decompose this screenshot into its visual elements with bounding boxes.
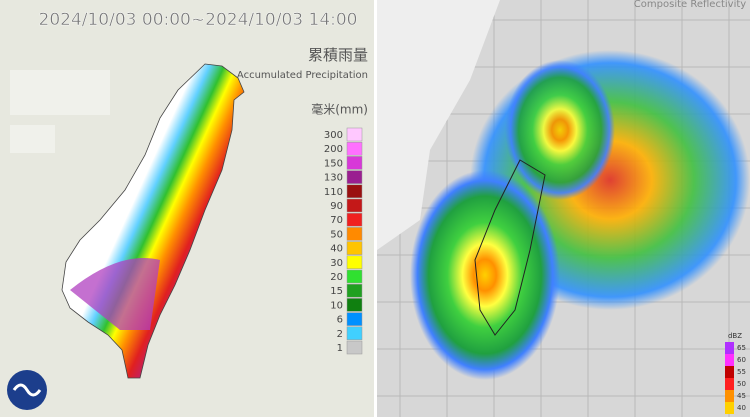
radar-echo (505, 60, 615, 200)
legend-label: 55 (737, 368, 746, 376)
island-inset (10, 70, 110, 115)
legend-swatch (346, 141, 363, 156)
radar-unit: dBZ (728, 332, 742, 340)
legend-label: 130 (324, 173, 343, 184)
mainland (377, 0, 500, 250)
legend-label: 1 (337, 343, 343, 354)
legend-label: 2 (337, 329, 343, 340)
legend-swatch (725, 354, 734, 366)
legend-swatch (346, 227, 363, 241)
legend-swatch (346, 283, 363, 298)
divider (374, 0, 377, 417)
legend-swatch (346, 269, 363, 284)
legend-swatch (346, 170, 363, 184)
legend-label: 300 (324, 130, 343, 141)
legend-swatch (346, 298, 363, 312)
legend-label: 50 (737, 380, 746, 388)
legend-label: 70 (330, 215, 343, 226)
radar-title: Composite Reflectivity (634, 0, 746, 10)
legend-label: 65 (737, 344, 746, 352)
radar-echo (410, 170, 560, 380)
legend-swatch (725, 378, 734, 390)
island-inset (10, 125, 55, 153)
logo-wave (12, 383, 42, 397)
legend-label: 50 (330, 229, 343, 240)
time-range: 2024/10/03 00:00~2024/10/03 14:00 (39, 10, 358, 30)
legend-label: 20 (330, 272, 343, 283)
legend-swatch (346, 156, 363, 170)
precip-legend: 300 200 150 130 110 90 70 50 40 30 20 15 10 6 2 1 (324, 127, 363, 355)
unit: 毫米(mm) (311, 102, 368, 117)
legend-swatch (725, 366, 734, 378)
legend-label: 150 (324, 158, 343, 169)
legend-swatch (725, 342, 734, 354)
title-zh: 累積雨量 (308, 46, 368, 64)
legend-swatch (346, 326, 363, 341)
legend-label: 60 (737, 356, 746, 364)
legend-label: 40 (330, 244, 343, 255)
legend-swatch (725, 390, 734, 402)
title-en: Accumulated Precipitation (237, 70, 368, 81)
legend-swatch (346, 212, 363, 227)
legend-label: 15 (330, 286, 343, 297)
dbz-legend: 65 60 55 50 45 40 (725, 342, 746, 414)
legend-label: 30 (330, 258, 343, 269)
legend-swatch (346, 198, 363, 213)
legend-label: 200 (324, 144, 343, 155)
legend-swatch (346, 241, 363, 255)
legend-swatch (725, 402, 734, 414)
legend-label: 110 (324, 187, 343, 198)
legend-label: 45 (737, 392, 746, 400)
rain-area (70, 258, 160, 330)
legend-swatch (346, 127, 363, 142)
taiwan-outline (474, 159, 546, 336)
legend-swatch (346, 340, 363, 355)
legend-label: 6 (337, 315, 343, 326)
legend-swatch (346, 312, 363, 326)
legend-swatch (346, 255, 363, 270)
legend-swatch (346, 184, 363, 199)
legend-label: 90 (330, 201, 343, 212)
legend-label: 40 (737, 404, 746, 412)
legend-label: 10 (330, 300, 343, 311)
